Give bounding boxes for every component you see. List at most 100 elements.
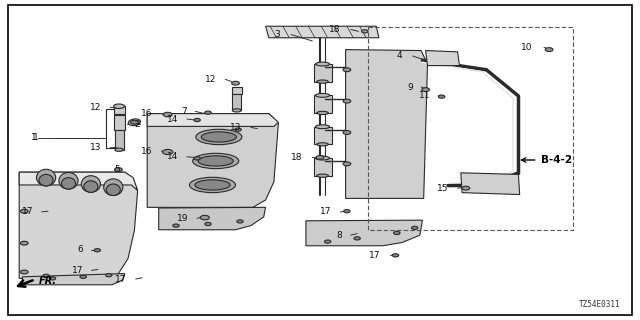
Ellipse shape bbox=[317, 111, 328, 115]
Text: TZ54E0311: TZ54E0311 bbox=[579, 300, 621, 309]
Ellipse shape bbox=[202, 132, 237, 142]
Ellipse shape bbox=[104, 179, 123, 196]
Text: 14: 14 bbox=[166, 152, 178, 161]
Text: 13: 13 bbox=[230, 123, 242, 132]
Polygon shape bbox=[306, 220, 422, 246]
Circle shape bbox=[205, 222, 211, 226]
Text: 13: 13 bbox=[90, 143, 101, 152]
Text: 14: 14 bbox=[166, 115, 178, 124]
Polygon shape bbox=[147, 114, 278, 126]
Polygon shape bbox=[114, 115, 125, 130]
Polygon shape bbox=[314, 64, 332, 82]
Polygon shape bbox=[147, 114, 278, 207]
Ellipse shape bbox=[106, 184, 120, 196]
Ellipse shape bbox=[36, 169, 56, 186]
Polygon shape bbox=[232, 94, 241, 110]
Circle shape bbox=[343, 68, 351, 72]
Ellipse shape bbox=[189, 177, 236, 193]
Polygon shape bbox=[314, 158, 332, 176]
Circle shape bbox=[362, 30, 368, 33]
Text: 12: 12 bbox=[205, 75, 216, 84]
Circle shape bbox=[106, 274, 112, 277]
Polygon shape bbox=[19, 172, 138, 278]
Text: 5: 5 bbox=[115, 165, 120, 174]
Polygon shape bbox=[232, 87, 242, 94]
Ellipse shape bbox=[59, 172, 78, 189]
Ellipse shape bbox=[317, 80, 328, 83]
Circle shape bbox=[344, 210, 350, 213]
Circle shape bbox=[20, 241, 28, 245]
Circle shape bbox=[392, 254, 399, 257]
Circle shape bbox=[237, 220, 243, 223]
Ellipse shape bbox=[81, 176, 100, 192]
Ellipse shape bbox=[232, 109, 241, 112]
Text: 16: 16 bbox=[141, 147, 152, 156]
Circle shape bbox=[462, 186, 470, 190]
Ellipse shape bbox=[317, 143, 328, 146]
Text: B-4-2: B-4-2 bbox=[541, 155, 572, 165]
Text: 16: 16 bbox=[141, 109, 152, 118]
Circle shape bbox=[94, 249, 100, 252]
Polygon shape bbox=[461, 173, 520, 195]
Ellipse shape bbox=[316, 125, 330, 129]
Circle shape bbox=[115, 168, 122, 172]
Circle shape bbox=[412, 226, 418, 229]
Circle shape bbox=[194, 157, 200, 160]
Polygon shape bbox=[22, 274, 125, 285]
Circle shape bbox=[20, 270, 28, 274]
Text: 4: 4 bbox=[396, 52, 402, 60]
Circle shape bbox=[422, 88, 429, 92]
Circle shape bbox=[131, 120, 138, 124]
Ellipse shape bbox=[193, 153, 239, 169]
Ellipse shape bbox=[128, 119, 141, 126]
Text: 17: 17 bbox=[115, 275, 127, 284]
Text: 8: 8 bbox=[337, 231, 342, 240]
Circle shape bbox=[49, 277, 56, 280]
Circle shape bbox=[343, 162, 351, 166]
Circle shape bbox=[43, 274, 49, 277]
Text: 17: 17 bbox=[320, 207, 332, 216]
Circle shape bbox=[20, 209, 28, 213]
Text: 2: 2 bbox=[134, 120, 140, 129]
Ellipse shape bbox=[115, 148, 123, 151]
Polygon shape bbox=[115, 130, 124, 150]
Circle shape bbox=[394, 231, 400, 235]
Ellipse shape bbox=[39, 174, 53, 186]
Text: 1: 1 bbox=[33, 133, 38, 142]
Circle shape bbox=[173, 224, 179, 227]
Ellipse shape bbox=[198, 156, 234, 166]
Text: 18: 18 bbox=[329, 25, 340, 34]
Text: 12: 12 bbox=[90, 103, 101, 112]
Ellipse shape bbox=[316, 93, 330, 97]
Text: 11: 11 bbox=[419, 91, 430, 100]
Circle shape bbox=[205, 111, 211, 114]
Ellipse shape bbox=[316, 156, 330, 160]
Circle shape bbox=[438, 95, 445, 98]
Text: 9: 9 bbox=[407, 83, 413, 92]
Polygon shape bbox=[346, 50, 428, 198]
Text: 17: 17 bbox=[369, 251, 381, 260]
Ellipse shape bbox=[114, 104, 124, 108]
Text: 18: 18 bbox=[291, 153, 302, 162]
Circle shape bbox=[343, 99, 351, 103]
Circle shape bbox=[200, 215, 209, 220]
Circle shape bbox=[354, 237, 360, 240]
Ellipse shape bbox=[196, 129, 242, 145]
Text: 17: 17 bbox=[22, 207, 33, 216]
Text: 19: 19 bbox=[177, 214, 189, 223]
Polygon shape bbox=[314, 127, 332, 144]
Polygon shape bbox=[19, 172, 138, 190]
Ellipse shape bbox=[195, 180, 230, 190]
Bar bbox=[368, 27, 573, 230]
Ellipse shape bbox=[317, 174, 328, 177]
Polygon shape bbox=[159, 207, 266, 230]
Circle shape bbox=[316, 156, 324, 159]
Polygon shape bbox=[114, 106, 125, 114]
Text: FR.: FR. bbox=[39, 276, 57, 286]
Circle shape bbox=[163, 149, 173, 155]
Ellipse shape bbox=[61, 178, 76, 189]
Circle shape bbox=[324, 240, 331, 243]
Polygon shape bbox=[426, 51, 460, 66]
Polygon shape bbox=[266, 26, 379, 38]
Circle shape bbox=[235, 128, 241, 131]
